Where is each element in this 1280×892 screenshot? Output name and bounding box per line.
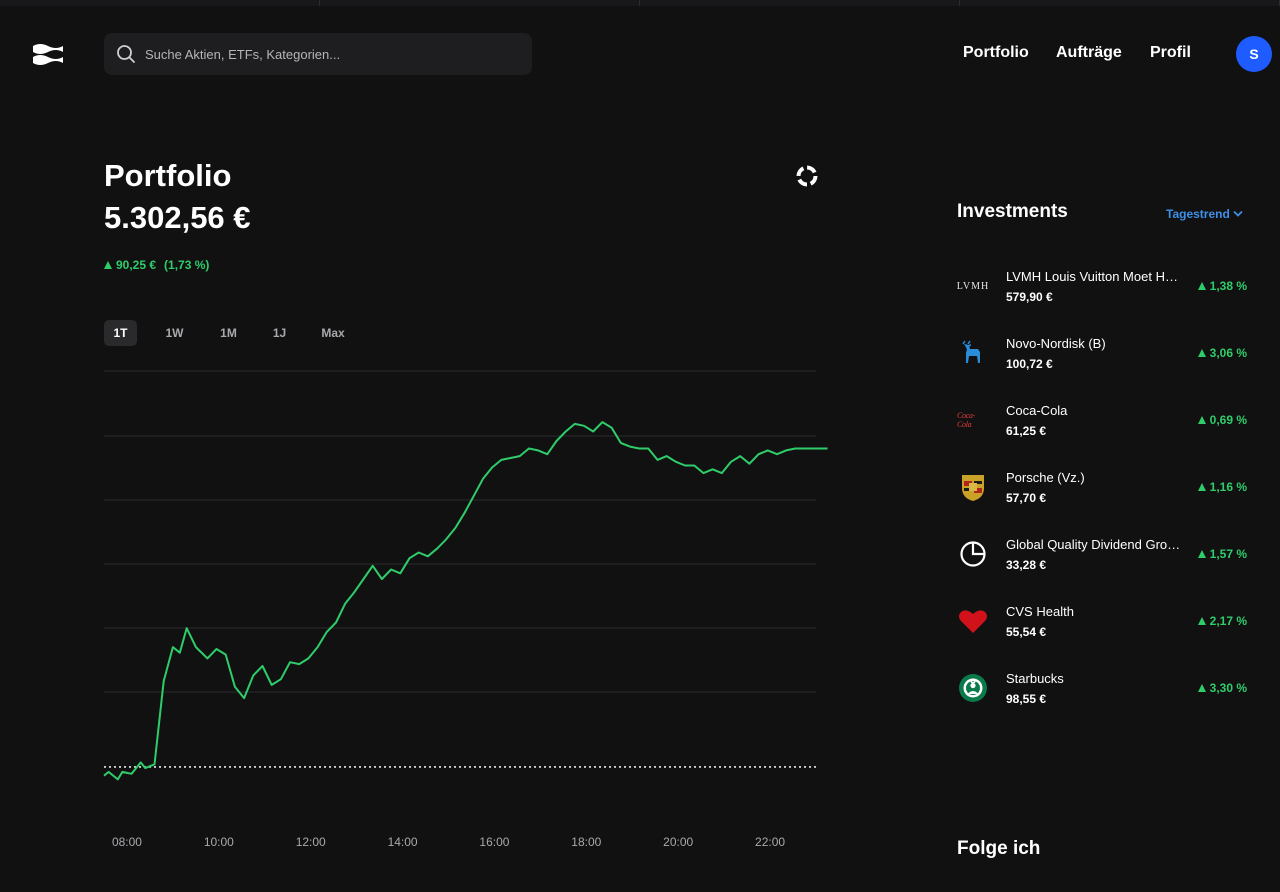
chevron-down-icon (1233, 210, 1243, 217)
starbucks-siren-logo (957, 672, 989, 704)
investment-name: Novo-Nordisk (B) (1006, 336, 1106, 351)
investment-row-starbucks[interactable]: Starbucks 98,55 € 3,30 % (957, 664, 1249, 731)
up-triangle-icon (1197, 684, 1206, 692)
search-icon (117, 45, 135, 63)
investment-change: 1,57 % (1197, 547, 1247, 561)
up-triangle-icon (1197, 483, 1206, 491)
x-tick-label: 22:00 (755, 835, 785, 849)
following-title: Folge ich (957, 838, 1041, 859)
lvmh-logo: LVMH (956, 280, 990, 292)
cvs-heart-logo (957, 605, 989, 637)
investment-price: 579,90 € (1006, 290, 1053, 304)
investment-name: Coca-Cola (1006, 403, 1068, 418)
pie-chart-icon (957, 538, 989, 570)
investment-row-novo-nordisk[interactable]: Novo-Nordisk (B) 100,72 € 3,06 % (957, 329, 1249, 396)
porsche-crest-logo (957, 471, 989, 503)
coca-cola-logo: Coca-Cola (957, 411, 976, 429)
app-logo-icon[interactable] (32, 42, 64, 68)
investment-price: 61,25 € (1006, 424, 1047, 438)
x-tick-label: 08:00 (112, 835, 142, 849)
loading-ring-icon[interactable] (795, 164, 819, 188)
up-triangle-icon (1197, 550, 1206, 558)
investment-row-porsche[interactable]: Porsche (Vz.) 57,70 € 1,16 % (957, 463, 1249, 530)
investment-name: CVS Health (1006, 604, 1074, 619)
portfolio-chart[interactable]: 08:00 10:00 12:00 14:00 16:00 18:00 20:00 22:00 (0, 360, 940, 860)
investment-price: 100,72 € (1006, 357, 1053, 371)
range-1m[interactable]: 1M (220, 326, 237, 340)
range-1t[interactable]: 1T (104, 320, 137, 346)
portfolio-value: 5.302,56 € (104, 200, 251, 235)
investment-price: 33,28 € (1006, 558, 1047, 572)
investment-change: 2,17 % (1197, 614, 1247, 628)
range-max[interactable]: Max (321, 326, 345, 340)
investment-name: LVMH Louis Vuitton Moet Hennessy (1006, 269, 1182, 284)
up-triangle-icon (1197, 282, 1206, 290)
investment-change: 0,69 % (1197, 413, 1247, 427)
search-input[interactable] (145, 46, 505, 62)
range-1w[interactable]: 1W (165, 326, 184, 340)
sort-dropdown[interactable]: Tagestrend (1166, 207, 1243, 221)
nav-profil[interactable]: Profil (1150, 44, 1191, 61)
investment-row-global-quality-dividend[interactable]: Global Quality Dividend Growth 33,28 € 1… (957, 530, 1249, 597)
investment-price: 55,54 € (1006, 625, 1047, 639)
up-triangle-icon (1197, 617, 1206, 625)
x-tick-label: 20:00 (663, 835, 693, 849)
investment-change: 1,16 % (1197, 480, 1247, 494)
change-absolute: 90,25 € (116, 258, 157, 272)
avatar[interactable]: S (1236, 36, 1272, 72)
investments-list: LVMH LVMH Louis Vuitton Moet Hennessy 57… (957, 262, 1249, 731)
time-range-selector: 1T 1W 1M 1J Max (104, 320, 353, 346)
x-tick-label: 12:00 (296, 835, 326, 849)
investment-change: 3,06 % (1197, 346, 1247, 360)
investment-row-cvs-health[interactable]: CVS Health 55,54 € 2,17 % (957, 597, 1249, 664)
range-1j[interactable]: 1J (272, 326, 287, 340)
investment-price: 57,70 € (1006, 491, 1047, 505)
top-window-strip (0, 0, 1280, 6)
change-percent: (1,73 %) (164, 258, 210, 272)
investment-row-lvmh[interactable]: LVMH LVMH Louis Vuitton Moet Hennessy 57… (957, 262, 1249, 329)
portfolio-value-line (103, 421, 828, 781)
sort-label: Tagestrend (1166, 207, 1230, 221)
portfolio-change: 90,25 € (1,73 %) (104, 258, 209, 272)
up-triangle-icon (104, 261, 112, 269)
investment-row-coca-cola[interactable]: Coca-Cola Coca-Cola 61,25 € 0,69 % (957, 396, 1249, 463)
investment-price: 98,55 € (1006, 692, 1047, 706)
nav-auftraege[interactable]: Aufträge (1056, 44, 1122, 61)
x-tick-label: 18:00 (571, 835, 601, 849)
investment-name: Porsche (Vz.) (1006, 470, 1085, 485)
page-title: Portfolio (104, 158, 232, 193)
investment-change: 1,38 % (1197, 279, 1247, 293)
novo-nordisk-bull-logo (957, 337, 989, 369)
investment-name: Global Quality Dividend Growth (1006, 537, 1182, 552)
investment-change: 3,30 % (1197, 681, 1247, 695)
x-tick-label: 10:00 (204, 835, 234, 849)
nav-portfolio[interactable]: Portfolio (963, 44, 1029, 61)
investments-title: Investments (957, 201, 1068, 222)
up-triangle-icon (1197, 416, 1206, 424)
x-tick-label: 14:00 (388, 835, 418, 849)
x-tick-label: 16:00 (479, 835, 509, 849)
up-triangle-icon (1197, 349, 1206, 357)
search-bar[interactable] (104, 33, 532, 75)
investment-name: Starbucks (1006, 671, 1064, 686)
